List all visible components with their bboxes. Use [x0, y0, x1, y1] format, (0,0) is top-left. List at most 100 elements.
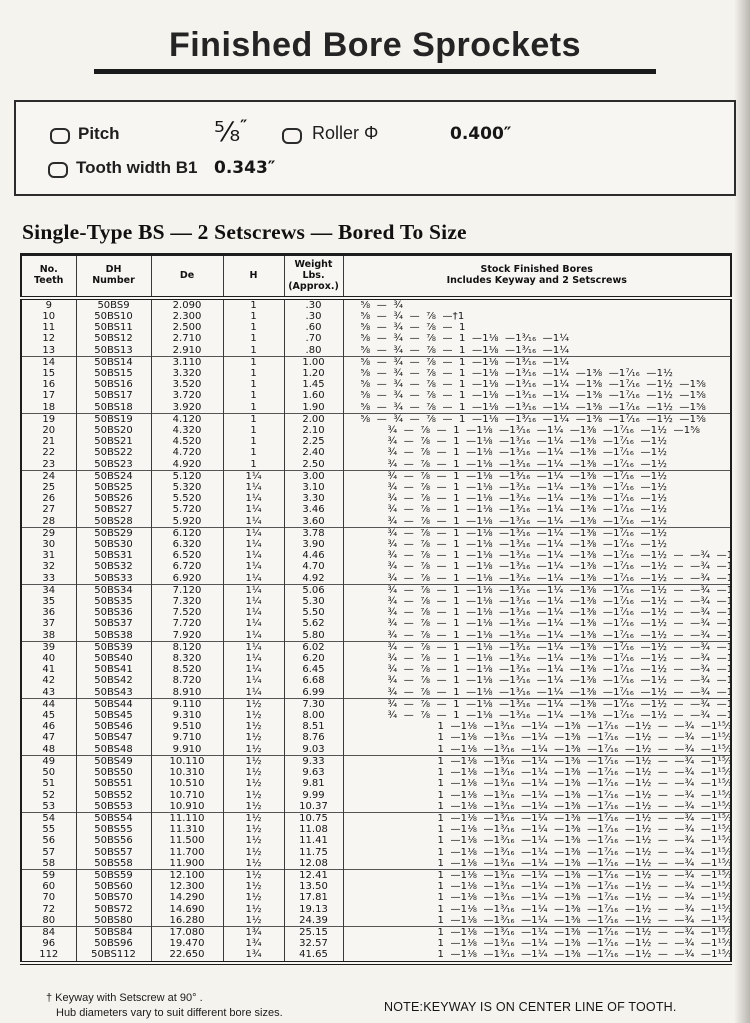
- scan-edge-shadow: [734, 0, 750, 1023]
- teeth-cell: 56: [42, 835, 56, 847]
- tooth-width-value: 0.343″: [214, 158, 276, 178]
- de-cell: 3.520: [150, 379, 223, 391]
- teeth-cell: 57: [42, 846, 56, 858]
- table-row: 41 50BS41 8.520 1¼ 6.45 ¾ — ⅞ — 1 —1⅛ —1³⁄₁₆ …: [21, 664, 731, 676]
- weight-cell: 6.45: [283, 664, 343, 676]
- h-cell: 1¼: [222, 629, 284, 642]
- dh-number-cell: 50BS39: [75, 640, 151, 654]
- bores-cell: ⅝ — ¾ — ⅞ — 1 —1⅛ —1³⁄₁₆ —1¼: [342, 333, 731, 345]
- table-row: 9 50BS9 2.090 1.30 ⅝ — ¾: [21, 297, 731, 311]
- dh-number-cell: 50BS34: [75, 583, 151, 597]
- h-cell: 1½: [222, 835, 284, 847]
- weight-cell: 5.06: [283, 583, 343, 597]
- pitch-fraction: ⁵⁄₈: [214, 117, 241, 148]
- dh-number-cell: 50BS35: [75, 596, 151, 608]
- section-title: Single-Type BS — 2 Setscrews — Bored To …: [22, 220, 467, 244]
- teeth-cell: 21: [42, 436, 56, 448]
- weight-cell: .70: [283, 333, 343, 345]
- de-cell: 5.920: [150, 515, 223, 528]
- dh-number-cell: 50BS28: [75, 515, 151, 528]
- weight-cell: 2.50: [283, 458, 343, 471]
- weight-cell: 41.65: [283, 949, 343, 963]
- teeth-cell: 28: [42, 515, 56, 527]
- de-cell: 8.720: [150, 675, 223, 687]
- roller-value: 0.400″: [450, 124, 512, 144]
- weight-cell: .60: [283, 322, 343, 334]
- h-cell: 1: [222, 390, 284, 402]
- h-cell: 1½: [222, 743, 284, 756]
- h-cell: 1: [222, 297, 284, 311]
- table-row: 17 50BS17 3.720 1 1.60 ⅝ — ¾ — ⅞ — 1 —1⅛ —1³⁄…: [21, 390, 731, 402]
- dh-number-cell: 50BS58: [75, 857, 151, 870]
- de-cell: 22.650: [150, 949, 223, 963]
- de-cell: 2.300: [150, 310, 223, 323]
- bores-cell: 1 —1⅛ —1³⁄₁₆ —1¼ —1⅜ —1⁷⁄₁₆ —1½ — —¾ —1¹…: [342, 824, 731, 836]
- de-cell: 2.910: [150, 344, 223, 357]
- table-row: 96 50BS96 19.470 1¾ 32.57 1 —1⅛ —1³⁄₁₆ —1¼ —1…: [21, 938, 731, 950]
- teeth-cell: 40: [42, 653, 56, 665]
- de-cell: 6.320: [150, 539, 223, 551]
- dh-number-cell: 50BS31: [75, 550, 151, 562]
- dh-number-cell: 50BS96: [75, 938, 151, 950]
- teeth-cell: 16: [42, 379, 56, 391]
- dh-number-cell: 50BS49: [75, 754, 151, 768]
- bores-cell: 1 —1⅛ —1³⁄₁₆ —1¼ —1⅜ —1⁷⁄₁₆ —1½ — —¾ —1¹…: [342, 721, 731, 733]
- dh-number-cell: 50BS27: [75, 504, 151, 516]
- bores-cell: ¾ — ⅞ — 1 —1⅛ —1³⁄₁₆ —1¼ —1⅜ —1⁷⁄₁₆ —1½: [342, 515, 731, 528]
- table-row: 48 50BS48 9.910 1½ 9.03 1 —1⅛ —1³⁄₁₆ —1¼ —1⅜ …: [21, 743, 731, 756]
- weight-cell: 6.02: [283, 640, 343, 654]
- h-cell: 1½: [222, 754, 284, 768]
- h-cell: 1¼: [222, 539, 284, 551]
- table-row: 19 50BS19 4.120 1 2.00 ⅝ — ¾ — ⅞ — 1 —1⅛ —1³⁄…: [21, 412, 731, 425]
- de-cell: 10.310: [150, 767, 223, 779]
- h-cell: 1¼: [222, 526, 284, 540]
- dh-number-cell: 50BS16: [75, 379, 151, 391]
- dh-number-cell: 50BS32: [75, 561, 151, 573]
- de-cell: 9.710: [150, 732, 223, 744]
- column-header: DH Number: [75, 254, 151, 300]
- weight-cell: 6.20: [283, 653, 343, 665]
- h-cell: 1½: [222, 721, 284, 733]
- table-row: 29 50BS29 6.120 1¼ 3.78 ¾ — ⅞ — 1 —1⅛ —1³⁄₁₆ …: [21, 526, 731, 540]
- de-cell: 4.320: [150, 425, 223, 437]
- de-cell: 2.500: [150, 322, 223, 334]
- table-row: 23 50BS23 4.920 1 2.50 ¾ — ⅞ — 1 —1⅛ —1³⁄₁₆ —…: [21, 458, 731, 471]
- bores-cell: ⅝ — ¾ — ⅞ — 1 —1⅛ —1³⁄₁₆ —1¼ —1⅜ —1⁷⁄₁₆ …: [342, 390, 731, 402]
- weight-cell: .30: [283, 297, 343, 311]
- table-row: 13 50BS13 2.910 1.80 ⅝ — ¾ — ⅞ — 1 —1⅛ —1³⁄₁…: [21, 344, 731, 357]
- table-row: 47 50BS47 9.710 1½ 8.76 1 —1⅛ —1³⁄₁₆ —1¼ —1⅜ …: [21, 732, 731, 744]
- table-row: 45 50BS45 9.310 1½ 8.00 ¾ — ⅞ — 1 —1⅛ —1³⁄₁₆ …: [21, 710, 731, 722]
- dh-number-cell: 50BS47: [75, 732, 151, 744]
- teeth-cell: 34: [21, 583, 76, 597]
- de-cell: 6.120: [150, 526, 223, 540]
- h-cell: 1½: [222, 881, 284, 893]
- bores-cell: 1 —1⅛ —1³⁄₁₆ —1¼ —1⅜ —1⁷⁄₁₆ —1½ — —¾ —1¹…: [342, 881, 731, 893]
- dh-number-cell: 50BS15: [75, 367, 151, 380]
- table-row: 34 50BS34 7.120 1¼ 5.06 ¾ — ⅞ — 1 —1⅛ —1³⁄₁₆ …: [21, 583, 731, 597]
- table-row: 51 50BS51 10.510 1½ 9.81 1 —1⅛ —1³⁄₁₆ —1¼ —1⅜…: [21, 778, 731, 790]
- bores-cell: 1 —1⅛ —1³⁄₁₆ —1¼ —1⅜ —1⁷⁄₁₆ —1½ — —¾ —1¹…: [342, 903, 731, 915]
- teeth-cell: 22: [42, 447, 56, 459]
- de-cell: 14.290: [150, 892, 223, 904]
- teeth-cell: 112: [39, 949, 59, 961]
- bores-cell: 1 —1⅛ —1³⁄₁₆ —1¼ —1⅜ —1⁷⁄₁₆ —1½ — —¾ —1¹…: [342, 835, 731, 847]
- de-cell: 11.700: [150, 846, 223, 858]
- teeth-cell: 44: [21, 697, 76, 711]
- dh-number-cell: 50BS26: [75, 493, 151, 505]
- weight-cell: 19.13: [283, 903, 343, 915]
- weight-cell: 24.39: [283, 914, 343, 927]
- teeth-cell: 72: [42, 903, 56, 915]
- de-cell: 6.520: [150, 550, 223, 562]
- weight-cell: 9.99: [283, 789, 343, 801]
- title-underline: [94, 69, 656, 74]
- bores-cell: ¾ — ⅞ — 1 —1⅛ —1³⁄₁₆ —1¼ —1⅜ —1⁷⁄₁₆ —1½ …: [342, 561, 731, 573]
- weight-cell: 9.33: [283, 754, 343, 768]
- bores-cell: 1 —1⅛ —1³⁄₁₆ —1¼ —1⅜ —1⁷⁄₁₆ —1½ — —¾ —1¹…: [342, 914, 731, 927]
- table-row: 18 50BS18 3.920 1 1.90 ⅝ — ¾ — ⅞ — 1 —1⅛ —1³⁄…: [21, 401, 731, 414]
- bores-cell: 1 —1⅛ —1³⁄₁₆ —1¼ —1⅜ —1⁷⁄₁₆ —1½ — —¾ —1¹…: [342, 767, 731, 779]
- de-cell: 4.520: [150, 436, 223, 448]
- table-row: 58 50BS58 11.900 1½ 12.08 1 —1⅛ —1³⁄₁₆ —1¼ —1…: [21, 857, 731, 870]
- weight-cell: 32.57: [283, 938, 343, 950]
- weight-cell: 2.40: [283, 447, 343, 459]
- h-cell: 1½: [222, 732, 284, 744]
